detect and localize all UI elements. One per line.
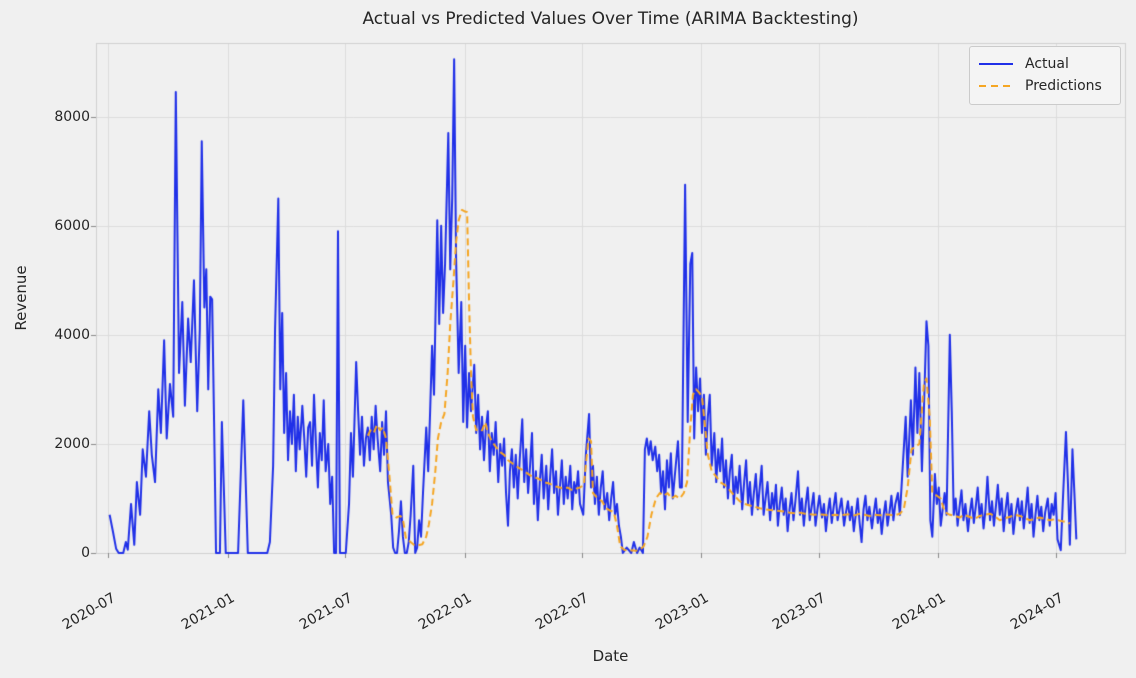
x-axis-label: Date	[592, 647, 629, 665]
y-tick-label: 4000	[54, 326, 90, 343]
legend-label-actual: Actual	[1025, 56, 1069, 72]
chart-title: Actual vs Predicted Values Over Time (AR…	[362, 9, 859, 29]
y-tick-label: 0	[81, 545, 90, 561]
legend-label-predictions: Predictions	[1025, 78, 1102, 94]
y-tick-label: 6000	[54, 217, 90, 234]
legend-entry-actual: Actual	[979, 53, 1110, 75]
y-tick-label: 8000	[54, 108, 90, 125]
y-tick-label: 2000	[54, 435, 90, 452]
legend: Actual Predictions	[969, 46, 1121, 105]
legend-entry-predictions: Predictions	[979, 75, 1110, 97]
y-axis-label: Revenue	[12, 265, 30, 331]
actual-line-sample-icon	[979, 63, 1013, 65]
predictions-line-sample-icon	[979, 85, 1013, 87]
